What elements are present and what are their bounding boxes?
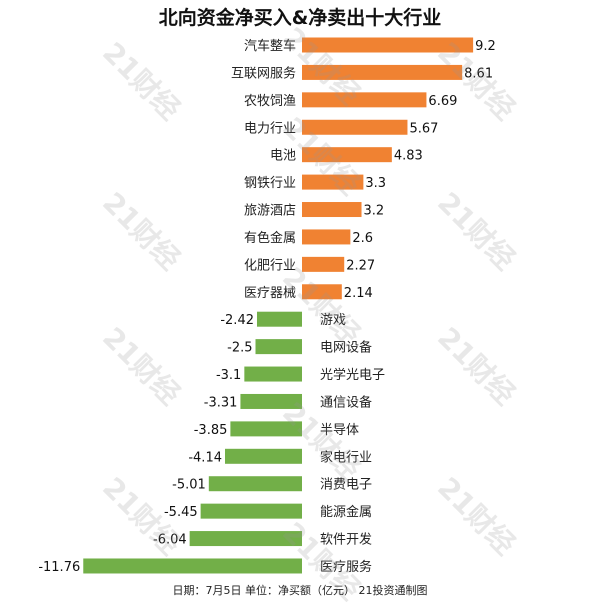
bar-11 — [256, 311, 302, 327]
value-label-2: 8.61 — [464, 66, 493, 81]
value-label-19: -6.04 — [153, 533, 187, 548]
value-label-14: -3.31 — [204, 395, 238, 410]
bar-19 — [189, 531, 302, 547]
value-label-1: 9.2 — [475, 39, 496, 54]
bar-12 — [255, 339, 302, 355]
category-label-12: 电网设备 — [320, 340, 372, 356]
category-label-16: 家电行业 — [320, 449, 372, 465]
bar-7 — [302, 202, 362, 218]
value-label-5: 4.83 — [394, 149, 423, 164]
chart-footer: 日期：7月5日 单位：净买额（亿元） 21投资通制图 — [172, 584, 428, 597]
value-label-7: 3.2 — [364, 204, 385, 219]
value-label-11: -2.42 — [220, 313, 254, 328]
value-label-6: 3.3 — [365, 176, 386, 191]
value-label-10: 2.14 — [344, 286, 373, 301]
category-label-17: 消费电子 — [320, 478, 372, 493]
bar-18 — [200, 503, 302, 519]
value-label-15: -3.85 — [194, 423, 228, 438]
bar-1 — [302, 37, 474, 53]
value-label-3: 6.69 — [428, 94, 457, 109]
category-label-11: 游戏 — [320, 313, 346, 328]
bar-20 — [83, 558, 302, 574]
bar-16 — [224, 448, 302, 464]
bar-17 — [208, 476, 302, 492]
bar-6 — [302, 174, 364, 190]
bar-14 — [240, 393, 302, 409]
category-label-7: 旅游酒店 — [244, 204, 296, 219]
value-label-8: 2.6 — [352, 231, 373, 246]
value-label-13: -3.1 — [216, 368, 241, 383]
category-label-4: 电力行业 — [244, 121, 296, 136]
category-label-6: 钢铁行业 — [244, 176, 296, 191]
category-label-15: 半导体 — [320, 423, 359, 438]
category-label-13: 光学光电子 — [320, 367, 385, 383]
value-label-17: -5.01 — [172, 478, 206, 493]
category-label-9: 化肥行业 — [244, 258, 296, 273]
category-label-8: 有色金属 — [244, 230, 296, 246]
value-label-12: -2.5 — [227, 341, 252, 356]
category-label-2: 互联网服务 — [231, 65, 296, 81]
category-label-3: 农牧饲渔 — [244, 94, 296, 109]
bar-4 — [302, 119, 408, 135]
bar-15 — [230, 421, 302, 437]
category-label-1: 汽车整车 — [244, 38, 296, 54]
value-label-9: 2.27 — [346, 258, 375, 273]
category-label-20: 医疗服务 — [320, 559, 372, 575]
chart-title: 北向资金净买入&净卖出十大行业 — [158, 7, 442, 29]
bar-13 — [244, 366, 302, 382]
category-label-14: 通信设备 — [320, 394, 372, 410]
bar-9 — [302, 256, 345, 272]
category-label-5: 电池 — [270, 149, 296, 164]
bar-10 — [302, 284, 342, 300]
bar-2 — [302, 64, 463, 80]
bar-8 — [302, 229, 351, 245]
bar-3 — [302, 92, 427, 108]
bar-5 — [302, 147, 392, 163]
value-label-16: -4.14 — [188, 450, 222, 465]
category-label-19: 软件开发 — [320, 532, 372, 548]
category-label-10: 医疗器械 — [244, 286, 296, 301]
value-label-4: 5.67 — [409, 121, 438, 136]
value-label-18: -5.45 — [164, 505, 198, 520]
category-label-18: 能源金属 — [320, 504, 372, 520]
value-label-20: -11.76 — [38, 560, 80, 575]
